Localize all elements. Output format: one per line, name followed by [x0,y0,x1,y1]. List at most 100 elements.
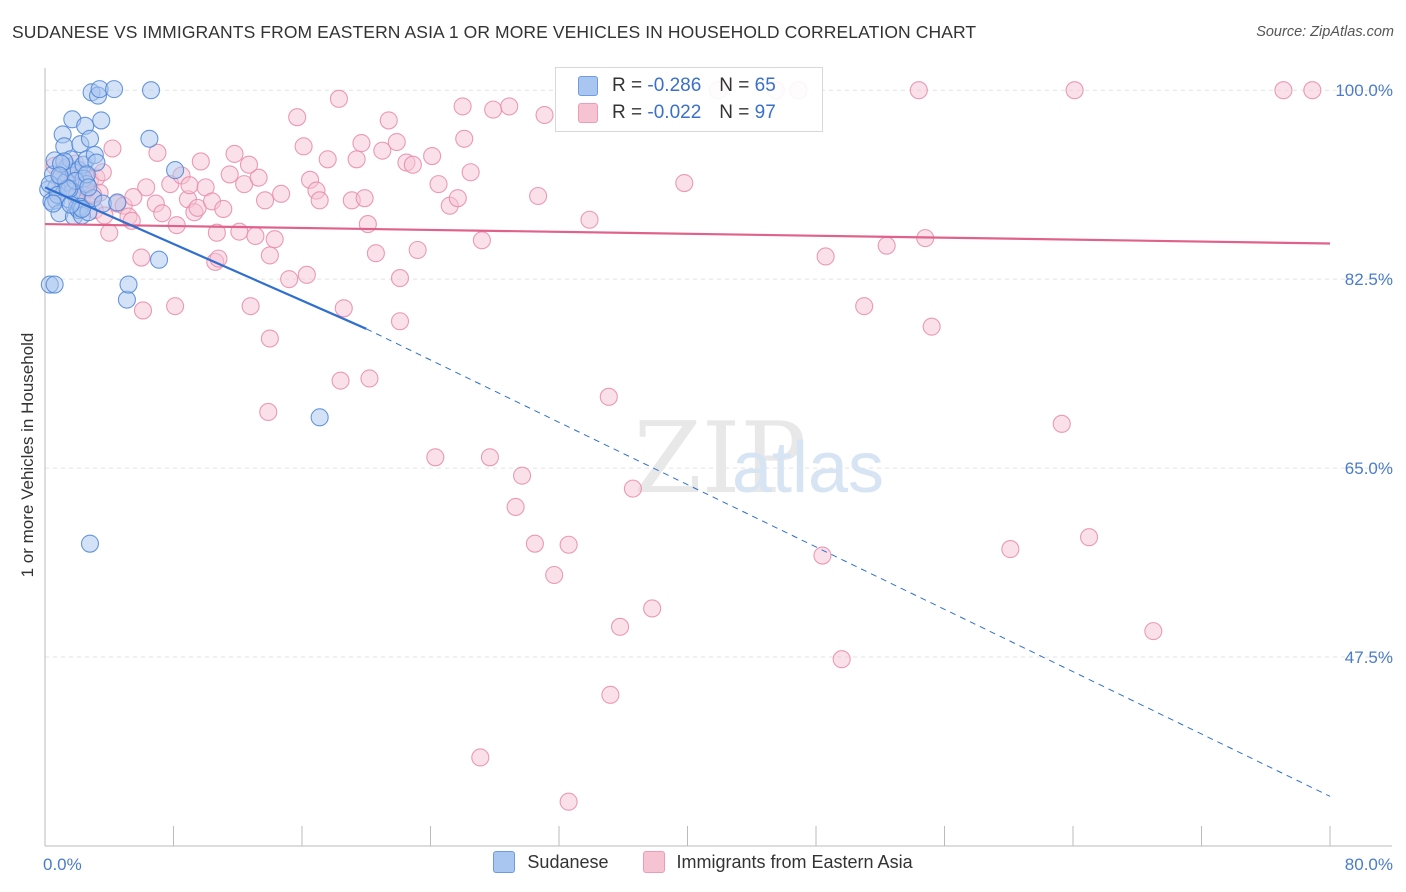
series-eastern-asia [45,81,1322,811]
data-point-eastern-asia [1303,81,1322,100]
data-point-eastern-asia [448,189,467,208]
data-point-eastern-asia [387,132,406,152]
legend-n-label: N = [719,75,750,96]
legend-item-eastern-asia[interactable]: Immigrants from Eastern Asia [642,851,913,873]
data-point-eastern-asia [166,297,185,316]
y-tick-label: 82.5% [1345,270,1393,289]
legend-n-value: 97 [754,102,776,123]
data-point-sudanese [105,80,124,99]
data-point-eastern-asia [133,301,153,320]
data-point-sudanese [310,408,329,427]
data-point-eastern-asia [1274,81,1293,100]
data-point-eastern-asia [246,226,265,246]
data-point-sudanese [141,81,161,100]
data-point-eastern-asia [816,247,835,266]
legend-row-eastern-asia: R = -0.022 N = 97 [578,100,776,126]
data-point-eastern-asia [461,163,480,182]
eastern-asia-swatch [578,103,598,123]
data-point-sudanese [43,194,63,213]
data-point-sudanese [117,290,136,309]
data-point-eastern-asia [535,105,554,125]
data-point-sudanese [87,153,106,172]
data-point-eastern-asia [855,297,874,316]
data-point-eastern-asia [355,189,374,208]
data-point-eastern-asia [366,244,385,263]
legend-n-label: N = [719,102,750,123]
data-point-eastern-asia [506,497,525,517]
data-point-eastern-asia [148,143,167,162]
legend-r-label: R = [612,75,643,96]
trendline-sudanese-extension [366,328,1331,797]
sudanese-swatch [493,851,516,873]
data-point-eastern-asia [429,175,448,194]
data-point-eastern-asia [122,211,141,230]
data-point-eastern-asia [500,97,519,116]
data-point-eastern-asia [529,186,548,206]
data-point-eastern-asia [545,565,564,585]
data-point-eastern-asia [559,535,578,554]
eastern-asia-swatch [642,851,665,873]
data-point-eastern-asia [191,152,210,171]
data-point-sudanese [166,161,185,180]
series-legend: Sudanese Immigrants from Eastern Asia [0,851,1406,873]
data-point-eastern-asia [207,223,226,242]
data-point-eastern-asia [455,129,474,148]
data-point-eastern-asia [153,204,172,223]
data-point-eastern-asia [103,139,122,158]
data-point-eastern-asia [265,230,284,249]
data-point-sudanese [92,111,111,130]
y-tick-label: 47.5% [1345,648,1393,667]
data-point-sudanese [79,178,98,197]
legend-r-value: -0.286 [647,75,702,96]
data-point-eastern-asia [426,448,445,467]
data-point-eastern-asia [675,174,694,193]
data-point-eastern-asia [610,617,630,636]
data-point-sudanese [80,129,100,148]
data-point-eastern-asia [225,144,244,163]
data-point-eastern-asia [259,402,278,422]
data-point-eastern-asia [453,97,472,116]
data-point-eastern-asia [220,165,239,184]
trendlines [44,186,1331,797]
data-point-eastern-asia [352,134,371,153]
data-point-eastern-asia [877,236,896,255]
data-point-eastern-asia [643,599,662,618]
axes [44,68,1392,847]
data-point-eastern-asia [832,650,851,669]
data-point-eastern-asia [559,792,578,811]
data-point-eastern-asia [1052,414,1071,433]
data-point-eastern-asia [471,748,490,767]
data-point-eastern-asia [513,466,532,485]
data-point-eastern-asia [310,191,329,210]
chart-source: Source: ZipAtlas.com [1256,24,1394,40]
data-point-eastern-asia [100,223,119,242]
data-point-eastern-asia [390,269,410,288]
legend-r-value: -0.022 [647,102,702,123]
data-point-sudanese [119,275,138,294]
data-point-eastern-asia [137,178,156,197]
grid-lines [45,89,1392,658]
legend-item-sudanese[interactable]: Sudanese [493,851,609,873]
data-point-eastern-asia [922,317,941,336]
data-point-eastern-asia [403,155,422,174]
data-point-eastern-asia [525,534,544,553]
data-point-eastern-asia [241,297,260,316]
y-tick-label: 65.0% [1345,459,1393,478]
data-point-eastern-asia [318,150,337,169]
data-point-sudanese [108,193,127,212]
data-point-eastern-asia [480,448,499,467]
data-point-eastern-asia [288,108,307,127]
data-point-eastern-asia [408,240,427,260]
data-point-eastern-asia [1144,622,1163,641]
data-point-eastern-asia [334,299,353,318]
data-point-sudanese [50,166,69,185]
data-point-eastern-asia [249,168,268,187]
data-point-sudanese [80,534,100,553]
legend-n-value: 65 [754,75,776,96]
data-point-eastern-asia [1080,528,1099,547]
legend-label-eastern-asia: Immigrants from Eastern Asia [676,851,913,872]
data-point-eastern-asia [813,546,832,565]
data-point-eastern-asia [331,371,350,390]
legend-row-sudanese: R = -0.286 N = 65 [578,73,776,99]
